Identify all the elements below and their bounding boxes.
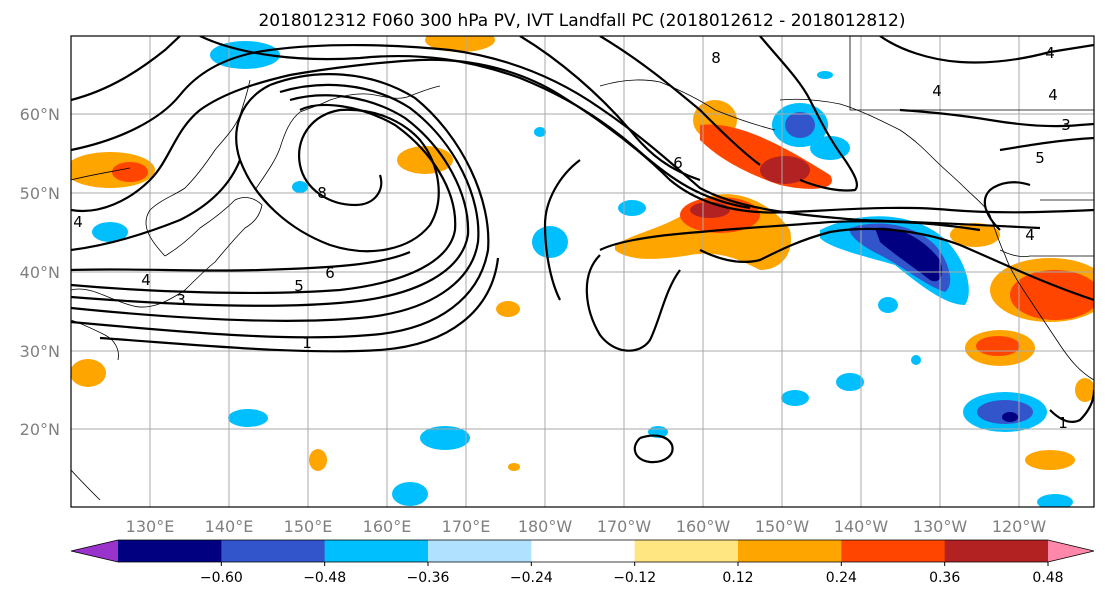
contour-label: 5 <box>1035 149 1045 167</box>
lon-label: 180°W <box>518 517 573 536</box>
lon-label: 130°E <box>126 517 175 536</box>
contour-label: 1 <box>302 334 312 352</box>
colorbar: −0.60 −0.48 −0.36 −0.24 −0.12 0.12 0.24 0.36 0.4… <box>70 539 1095 586</box>
colorbar-tick-label: −0.12 <box>613 570 656 586</box>
map-panel: 1 3 4 5 6 8 6 8 4 4 4 4 5 4 3 1 <box>71 36 1094 507</box>
colorbar-extend-high <box>1048 540 1094 562</box>
lat-label: 40°N <box>20 263 60 282</box>
lon-label: 140°W <box>834 517 889 536</box>
positive-ivt-shading <box>71 36 1094 471</box>
longitude-axis: 130°E 140°E 150°E 160°E 170°E 180°W 170°… <box>126 517 1047 536</box>
contour-label: 5 <box>294 277 304 295</box>
colorbar-segment <box>221 540 326 562</box>
lon-label: 120°W <box>992 517 1047 536</box>
contour-label: 8 <box>711 49 721 67</box>
contour-label: 1 <box>1058 414 1068 432</box>
colorbar-tick-label: −0.48 <box>303 570 346 586</box>
contour-label: 4 <box>141 271 151 289</box>
lon-label: 130°W <box>913 517 968 536</box>
contour-label: 4 <box>1048 86 1058 104</box>
lon-label: 140°E <box>205 517 254 536</box>
contour-label: 3 <box>1061 116 1071 134</box>
colorbar-tick-label: 0.48 <box>1032 570 1063 586</box>
colorbar-segment <box>738 540 842 562</box>
lat-label: 30°N <box>20 342 60 361</box>
colorbar-tick-label: −0.24 <box>510 570 553 586</box>
colorbar-extend-low <box>71 540 118 562</box>
contour-labels: 1 3 4 5 6 8 6 8 4 4 4 4 5 4 3 1 <box>73 44 1071 432</box>
colorbar-tick-label: −0.36 <box>407 570 450 586</box>
colorbar-segment <box>944 540 1049 562</box>
colorbar-segment <box>634 540 739 562</box>
latitude-axis: 60°N 50°N 40°N 30°N 20°N <box>20 105 60 439</box>
colorbar-tick-label: 0.12 <box>722 570 753 586</box>
lat-label: 50°N <box>20 184 60 203</box>
pv-contours <box>71 36 1094 464</box>
contour-label: 8 <box>317 184 327 202</box>
lon-label: 170°W <box>597 517 652 536</box>
colorbar-segment <box>531 540 636 562</box>
colorbar-tick-label: 0.36 <box>929 570 960 586</box>
contour-label: 4 <box>932 82 942 100</box>
colorbar-segment <box>428 540 532 562</box>
colorbar-segment <box>324 540 429 562</box>
lat-label: 60°N <box>20 105 60 124</box>
lon-label: 150°W <box>755 517 810 536</box>
lon-label: 160°E <box>363 517 412 536</box>
lat-label: 20°N <box>20 420 60 439</box>
lon-label: 150°E <box>284 517 333 536</box>
lon-label: 160°W <box>676 517 731 536</box>
contour-label: 4 <box>1025 226 1035 244</box>
contour-label: 4 <box>1045 44 1055 62</box>
map-title: 2018012312 F060 300 hPa PV, IVT Landfall… <box>258 11 905 31</box>
colorbar-tick-label: 0.24 <box>826 570 857 586</box>
contour-label: 6 <box>673 154 683 172</box>
colorbar-segment <box>118 540 222 562</box>
colorbar-tick-label: −0.60 <box>200 570 243 586</box>
contour-label: 3 <box>176 291 186 309</box>
lon-label: 170°E <box>442 517 491 536</box>
contour-label: 6 <box>325 264 335 282</box>
colorbar-segment <box>841 540 946 562</box>
contour-label: 4 <box>73 213 83 231</box>
map-frame <box>70 35 1095 508</box>
